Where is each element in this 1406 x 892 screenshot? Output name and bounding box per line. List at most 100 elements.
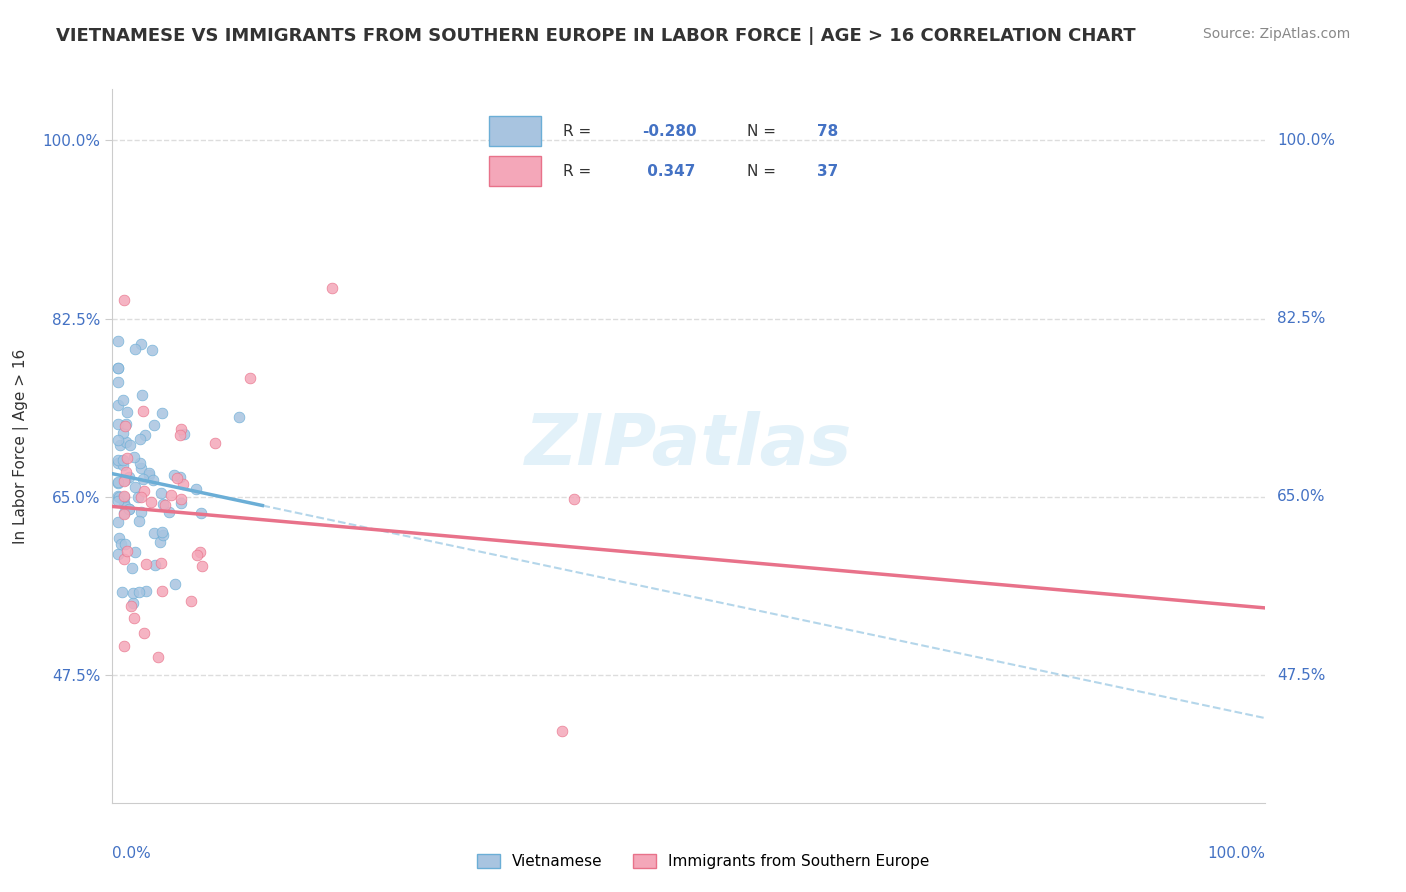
Legend: Vietnamese, Immigrants from Southern Europe: Vietnamese, Immigrants from Southern Eur… <box>471 848 935 875</box>
Point <box>112 639 135 653</box>
Point <box>157 505 180 519</box>
Point <box>122 450 145 464</box>
Point <box>170 422 193 436</box>
Point <box>139 495 162 509</box>
Point <box>107 494 129 508</box>
Point <box>228 409 250 424</box>
Point <box>169 427 191 442</box>
Point <box>162 467 184 482</box>
Point <box>107 361 129 376</box>
Point <box>122 596 145 610</box>
Point <box>115 417 138 432</box>
Point <box>128 456 150 470</box>
Point <box>190 506 212 520</box>
Point <box>112 496 135 510</box>
Point <box>186 548 208 562</box>
Point <box>138 468 160 483</box>
Point <box>111 426 134 441</box>
Point <box>114 418 136 433</box>
Point <box>114 537 136 551</box>
Point <box>135 557 157 571</box>
Point <box>321 281 343 295</box>
Text: VIETNAMESE VS IMMIGRANTS FROM SOUTHERN EUROPE IN LABOR FORCE | AGE > 16 CORRELAT: VIETNAMESE VS IMMIGRANTS FROM SOUTHERN E… <box>56 27 1136 45</box>
Point <box>149 486 172 500</box>
Point <box>112 293 135 308</box>
Text: 100.0%: 100.0% <box>1208 846 1265 861</box>
Point <box>148 649 170 664</box>
Point <box>150 406 173 420</box>
Point <box>118 438 141 452</box>
Point <box>142 526 165 541</box>
Point <box>143 558 166 572</box>
Point <box>562 492 585 507</box>
Point <box>118 502 141 516</box>
Point <box>129 432 152 446</box>
Point <box>107 547 129 561</box>
Point <box>141 343 163 357</box>
Point <box>112 552 135 566</box>
Point <box>163 577 186 591</box>
Point <box>179 594 201 608</box>
Point <box>107 453 129 467</box>
Point <box>107 475 129 490</box>
Point <box>111 392 134 407</box>
Point <box>188 544 211 558</box>
Point <box>115 544 138 558</box>
Point <box>118 470 141 484</box>
Text: 65.0%: 65.0% <box>1277 490 1326 505</box>
Point <box>127 490 149 504</box>
Point <box>150 584 173 599</box>
Point <box>152 528 174 542</box>
Point <box>184 483 207 497</box>
Point <box>107 433 129 447</box>
Point <box>131 460 153 475</box>
Point <box>172 476 194 491</box>
Text: Source: ZipAtlas.com: Source: ZipAtlas.com <box>1202 27 1350 41</box>
Point <box>239 370 262 384</box>
Point <box>107 397 129 411</box>
Text: 0.0%: 0.0% <box>112 846 152 861</box>
Point <box>138 467 160 481</box>
Point <box>114 499 136 513</box>
Point <box>110 536 132 550</box>
Point <box>114 473 136 487</box>
Point <box>129 505 152 519</box>
Point <box>134 626 156 640</box>
Point <box>129 337 153 351</box>
Point <box>111 458 134 473</box>
Point <box>107 515 129 529</box>
Point <box>107 417 129 432</box>
Point <box>112 507 135 521</box>
Y-axis label: In Labor Force | Age > 16: In Labor Force | Age > 16 <box>13 349 28 543</box>
Point <box>169 491 191 506</box>
Point <box>173 426 195 441</box>
Point <box>132 404 155 418</box>
Point <box>124 611 146 625</box>
Point <box>132 483 155 498</box>
Point <box>115 405 138 419</box>
Point <box>112 506 135 520</box>
Point <box>166 470 188 484</box>
Point <box>112 474 135 488</box>
Point <box>149 534 172 549</box>
Point <box>124 480 146 494</box>
Point <box>112 490 135 504</box>
Point <box>160 488 183 502</box>
Text: ZIPatlas: ZIPatlas <box>526 411 852 481</box>
Point <box>169 470 191 484</box>
Point <box>128 584 150 599</box>
Point <box>112 489 135 503</box>
Point <box>107 489 129 503</box>
Point <box>152 497 174 511</box>
Point <box>153 499 176 513</box>
Point <box>135 583 157 598</box>
Point <box>150 524 173 539</box>
Text: 100.0%: 100.0% <box>1277 133 1334 148</box>
Point <box>107 334 129 349</box>
Point <box>107 456 129 470</box>
Point <box>191 558 214 573</box>
Point <box>112 452 135 467</box>
Point <box>129 490 152 504</box>
Point <box>107 375 129 389</box>
Point <box>143 417 166 432</box>
